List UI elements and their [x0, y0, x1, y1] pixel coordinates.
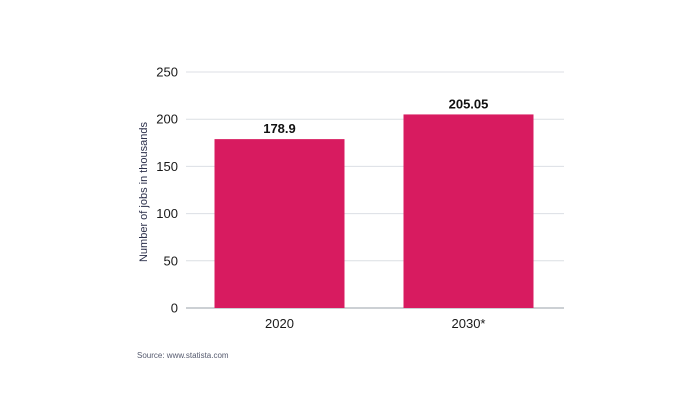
y-tick-label: 200 — [156, 112, 178, 127]
data-label: 205.05 — [449, 96, 489, 111]
y-tick-label: 0 — [171, 301, 178, 316]
data-label: 178.9 — [263, 121, 296, 136]
x-category-label: 2030* — [452, 316, 486, 331]
y-axis-ticks: 0 50 100 150 200 250 — [156, 65, 178, 316]
data-labels: 178.9 205.05 — [263, 96, 488, 136]
x-category-label: 2020 — [265, 316, 294, 331]
bar-2020 — [214, 139, 345, 308]
x-axis-categories: 2020 2030* — [265, 316, 485, 331]
y-tick-label: 250 — [156, 65, 178, 80]
y-tick-label: 50 — [164, 253, 178, 268]
y-tick-label: 150 — [156, 159, 178, 174]
bars — [214, 114, 534, 308]
source-note: Source: www.statista.com — [137, 351, 229, 360]
bar-2030* — [403, 114, 534, 308]
y-axis-label: Number of jobs in thousands — [138, 121, 150, 262]
y-tick-label: 100 — [156, 206, 178, 221]
